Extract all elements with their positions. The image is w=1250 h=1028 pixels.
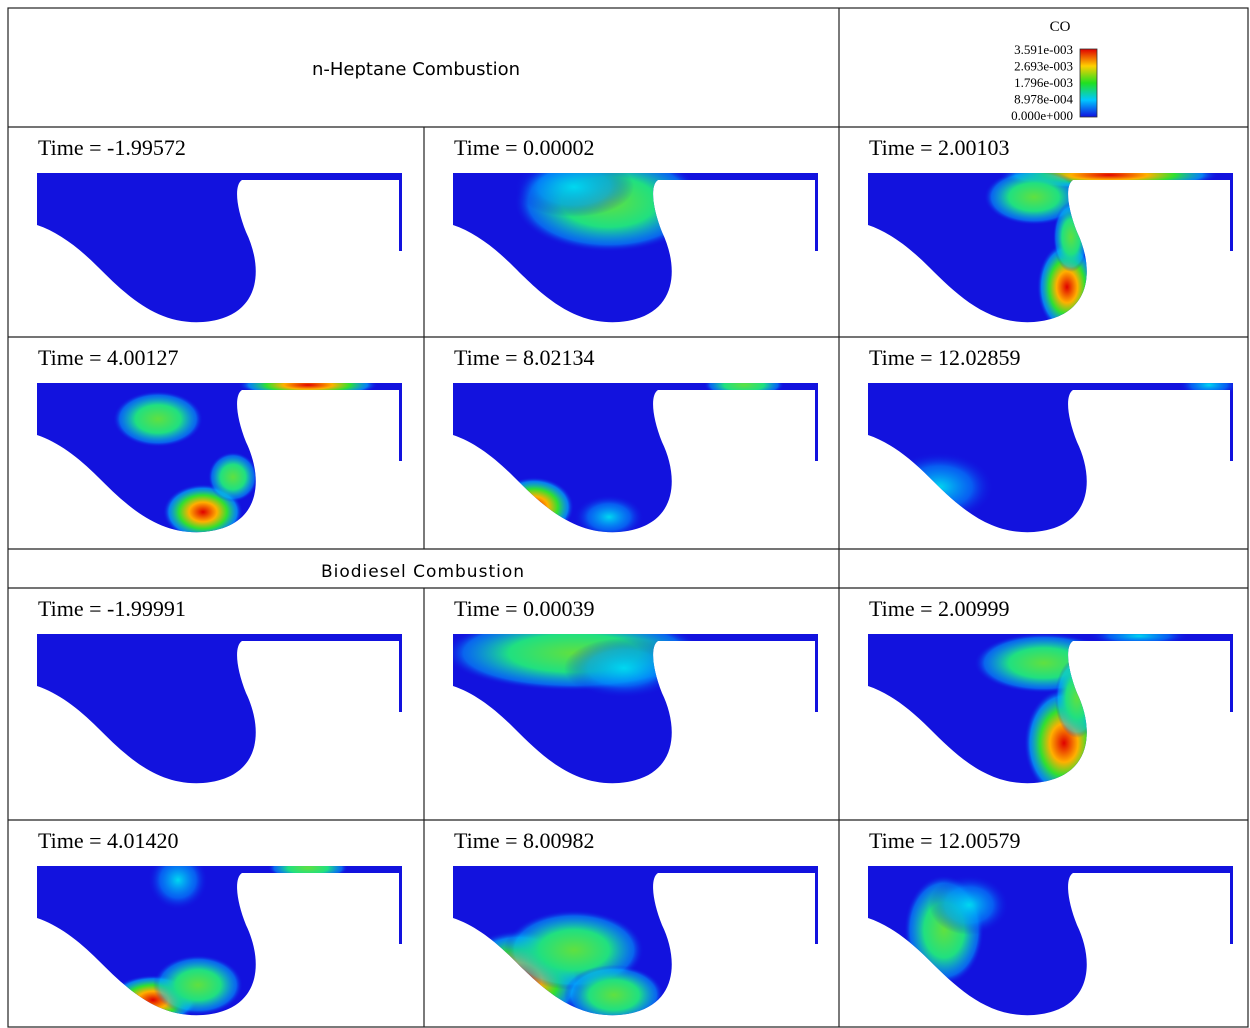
time-label: Time = 0.00002 [454,135,595,160]
time-label: Time = 4.01420 [38,828,179,853]
co-field-image [424,588,840,818]
time-label: Time = -1.99572 [38,135,186,160]
co-field-image [424,127,840,357]
biodiesel-title: Biodiesel Combustion [321,562,525,582]
co-region [268,856,348,880]
simulation-panel: Time = -1.99572 [8,127,424,357]
time-label: Time = -1.99991 [38,596,186,621]
co-region [1055,658,1099,738]
co-region [884,452,994,522]
legend-label: 1.796e-003 [1014,75,1073,90]
field-background [424,588,840,818]
co-field-image [839,127,1250,357]
time-label: Time = 12.00579 [869,828,1021,853]
field-background [8,588,424,818]
co-field-image [839,337,1250,567]
field-background [424,337,840,567]
legend-label: 2.693e-003 [1014,59,1073,74]
co-region [238,373,378,397]
co-region [1089,626,1189,646]
field-background [839,337,1250,567]
co-region [974,633,1114,693]
field-background [8,127,424,357]
simulation-panel: Time = 2.00103 [839,127,1250,357]
co-region [208,452,258,502]
figure: n-Heptane Combustion Biodiesel Combustio… [0,0,1250,1028]
field-background [8,337,424,567]
time-label: Time = 8.02134 [454,345,595,370]
legend-label: 8.978e-004 [1014,92,1073,107]
legend-label: 0.000e+000 [1011,108,1073,123]
co-field-image [839,588,1250,818]
co-region [704,373,784,397]
time-label: Time = 12.02859 [869,345,1021,370]
simulation-panel: Time = 8.02134 [424,337,840,567]
simulation-panel: Time = 8.00982 [424,820,840,1028]
time-label: Time = 2.00103 [869,135,1010,160]
legend-label: 3.591e-003 [1014,42,1073,57]
co-field-image [8,127,424,357]
co-field-image [8,588,424,818]
simulation-panel: Time = 2.00999 [839,588,1250,818]
simulation-panel: Time = 0.00039 [424,588,840,818]
simulation-panel: Time = 12.02859 [839,337,1250,567]
co-region [148,850,208,910]
time-label: Time = 2.00999 [869,596,1010,621]
simulation-panel: Time = 0.00002 [424,127,840,357]
co-region [153,955,243,1015]
simulation-panel: Time = 12.00579 [839,820,1250,1028]
co-region [494,477,574,537]
field-background [839,127,1250,357]
simulation-panel: Time = 4.00127 [8,337,424,567]
co-region [564,965,664,1025]
time-label: Time = 8.00982 [454,828,595,853]
co-field-image [8,337,424,567]
simulation-panel: Time = -1.99991 [8,588,424,818]
co-region [113,391,203,447]
co-region [929,875,1009,935]
co-region [574,495,644,539]
co-region [1179,373,1239,397]
co-field-image [424,337,840,567]
co-region [514,157,634,217]
colorbar [1080,49,1097,117]
co-region [1053,202,1089,272]
legend-title: CO [1050,19,1071,35]
co-region [564,638,684,698]
time-label: Time = 0.00039 [454,596,595,621]
heptane-title: n-Heptane Combustion [312,59,520,80]
simulation-panel: Time = 4.01420 [8,820,424,1028]
time-label: Time = 4.00127 [38,345,179,370]
